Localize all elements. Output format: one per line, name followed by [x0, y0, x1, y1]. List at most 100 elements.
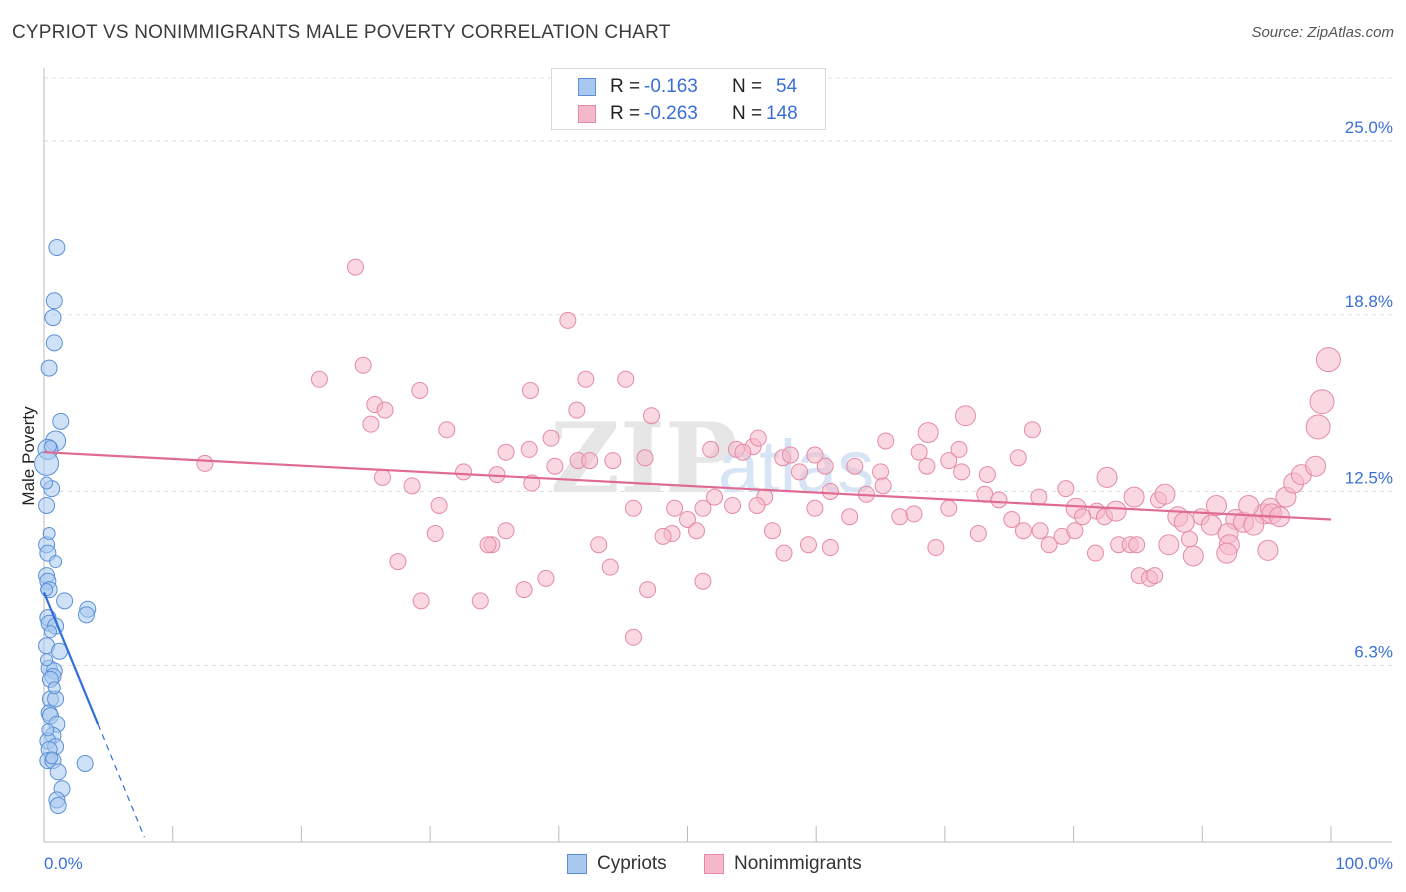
nonimmigrant-point — [1305, 455, 1327, 477]
nonimmigrant-point — [940, 452, 958, 470]
cypriot-point — [49, 763, 67, 781]
cypriot-point — [56, 592, 74, 610]
legend-n-label: N = — [732, 76, 763, 97]
nonimmigrant-point — [841, 508, 859, 526]
nonimmigrant-point — [1309, 389, 1335, 415]
nonimmigrant-point — [877, 432, 895, 450]
nonimmigrant-point — [816, 457, 834, 475]
legend-row-nonimmigrants: R = -0.263 N = 148 — [578, 101, 798, 127]
series-swatch-pink — [704, 854, 724, 874]
nonimmigrant-point — [1023, 421, 1041, 439]
nonimmigrant-point — [910, 443, 928, 461]
nonimmigrant-point — [590, 536, 608, 554]
cypriot-point — [49, 555, 63, 569]
x-tick-label: 100.0% — [1335, 854, 1393, 873]
nonimmigrant-point — [990, 491, 1008, 509]
nonimmigrant-point — [546, 457, 564, 475]
trend-lines — [42, 451, 1332, 838]
nonimmigrant-point — [688, 522, 706, 540]
nonimmigrant-point — [917, 422, 939, 444]
nonimmigrant-point — [624, 628, 642, 646]
y-tick-label: 18.8% — [1345, 292, 1393, 311]
nonimmigrant-point — [310, 370, 328, 388]
cypriot-point — [45, 292, 63, 310]
cypriot-point — [34, 450, 60, 476]
cypriot-point — [43, 440, 57, 454]
nonimmigrant-point — [666, 499, 684, 517]
cypriot-point — [38, 496, 56, 514]
nonimmigrant-point — [362, 415, 380, 433]
nonimmigrant-point — [954, 405, 976, 427]
nonimmigrants-trend-line — [43, 451, 1332, 521]
nonimmigrant-point — [749, 429, 767, 447]
nonimmigrant-point — [969, 525, 987, 543]
nonimmigrant-point — [953, 463, 971, 481]
source-label: Source: ZipAtlas.com — [1251, 24, 1394, 41]
nonimmigrant-point — [438, 421, 456, 439]
nonimmigrant-point — [694, 499, 712, 517]
nonimmigrant-point — [624, 499, 642, 517]
nonimmigrant-point — [748, 496, 766, 514]
nonimmigrant-point — [636, 449, 654, 467]
nonimmigrant-point — [354, 356, 372, 374]
nonimmigrant-point — [1173, 511, 1195, 533]
nonimmigrant-point — [471, 592, 489, 610]
nonimmigrant-point — [376, 401, 394, 419]
nonimmigrant-point — [1205, 494, 1227, 516]
nonimmigrant-point — [806, 499, 824, 517]
nonimmigrant-point — [1182, 545, 1204, 567]
cypriot-point — [44, 309, 62, 327]
nonimmigrant-point — [1057, 480, 1075, 498]
nonimmigrant-point — [568, 401, 586, 419]
nonimmigrant-point — [412, 592, 430, 610]
nonimmigrant-point — [1066, 522, 1084, 540]
cypriot-point — [47, 681, 61, 695]
nonimmigrant-point — [403, 477, 421, 495]
cypriot-point — [40, 476, 54, 490]
nonimmigrant-point — [905, 505, 923, 523]
nonimmigrant-point — [389, 553, 407, 571]
cypriot-point — [42, 527, 56, 541]
tick-labels: 6.3% 12.5% 18.8% 25.0% 0.0% 100.0% — [44, 118, 1393, 873]
nonimmigrant-point — [654, 527, 672, 545]
nonimmigrant-point — [1158, 534, 1180, 556]
nonimmigrant-point — [1074, 508, 1092, 526]
nonimmigrant-point — [1031, 522, 1049, 540]
nonimmigrant-point — [373, 468, 391, 486]
cypriot-point — [77, 606, 95, 624]
nonimmigrant-point — [559, 311, 577, 329]
series-swatch-blue — [567, 854, 587, 874]
nonimmigrant-point — [346, 258, 364, 276]
cypriot-point — [45, 751, 59, 765]
legend-r-value: -0.263 — [644, 103, 698, 124]
grid-lines — [44, 77, 1392, 666]
cypriot-point — [45, 334, 63, 352]
nonimmigrant-point — [950, 440, 968, 458]
nonimmigrant-point — [694, 572, 712, 590]
nonimmigrant-point — [1040, 536, 1058, 554]
nonimmigrant-point — [604, 452, 622, 470]
legend-row-cypriots: R = -0.163 N = 54 — [578, 74, 797, 100]
nonimmigrant-point — [1238, 494, 1260, 516]
y-tick-label: 25.0% — [1345, 118, 1393, 137]
nonimmigrant-point — [520, 440, 538, 458]
nonimmigrant-point — [874, 477, 892, 495]
nonimmigrant-point — [734, 443, 752, 461]
nonimmigrant-point — [1315, 347, 1341, 373]
nonimmigrant-point — [927, 539, 945, 557]
nonimmigrant-point — [1123, 486, 1145, 508]
nonimmigrant-point — [790, 463, 808, 481]
legend-n-value: 54 — [776, 76, 798, 97]
nonimmigrant-point — [455, 463, 473, 481]
nonimmigrant-point — [781, 446, 799, 464]
x-tick-label: 0.0% — [44, 854, 83, 873]
cypriot-point — [40, 653, 54, 667]
nonimmigrant-point — [821, 482, 839, 500]
legend-swatch-pink — [578, 105, 596, 123]
nonimmigrant-point — [918, 457, 936, 475]
nonimmigrant-point — [1030, 488, 1048, 506]
nonimmigrant-point — [426, 525, 444, 543]
y-axis-label: Male Poverty — [19, 406, 38, 506]
series-legend-cypriots: Cypriots — [567, 852, 667, 876]
